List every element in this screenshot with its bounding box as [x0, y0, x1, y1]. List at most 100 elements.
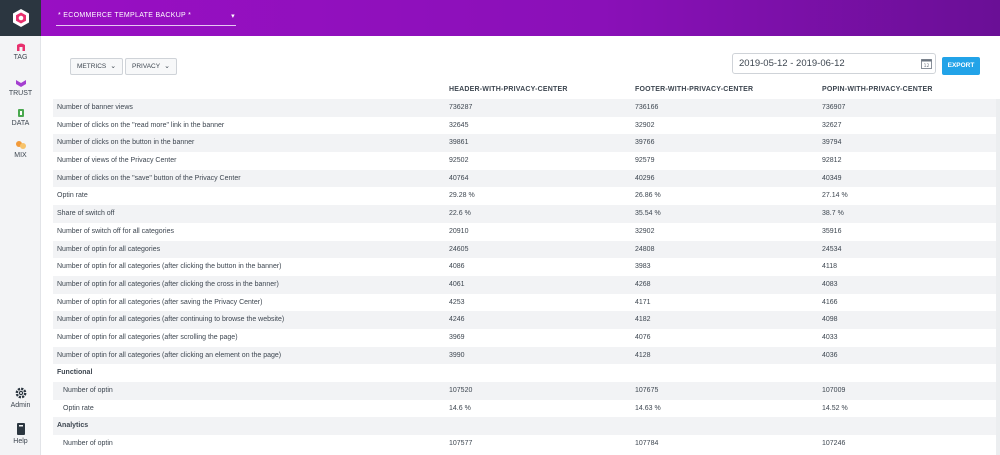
table-cell: 35.54 % — [635, 210, 661, 218]
table-cell: 4128 — [635, 351, 651, 359]
table-cell: 92502 — [449, 157, 469, 165]
table-row: Number of clicks on the "read more" link… — [53, 117, 1000, 135]
sidebar-item-label: Help — [13, 438, 28, 445]
row-label: Number of banner views — [57, 104, 133, 111]
table-cell: 107577 — [449, 440, 473, 448]
chevron-down-icon: ⌄ — [164, 63, 170, 70]
table-cell: 736907 — [822, 104, 846, 111]
sidebar-item-label: DATA — [11, 120, 30, 127]
scrollbar[interactable] — [996, 99, 1000, 455]
sidebar: TAG TRUST DATA MIX Admin Help — [0, 36, 41, 455]
chevron-down-icon: ⌄ — [110, 63, 117, 70]
row-label: Number of optin for all categories (afte… — [57, 316, 285, 324]
privacy-dropdown[interactable]: PRIVACY ⌄ — [125, 58, 177, 75]
table-cell: 32902 — [635, 121, 655, 129]
table-row: Number of views of the Privacy Center 925… — [53, 152, 1000, 170]
sidebar-item-mix[interactable]: MIX — [0, 140, 41, 159]
date-range-picker[interactable]: 2019-05-12 - 2019-06-12 12 — [732, 53, 936, 74]
table-cell: 4086 — [449, 263, 465, 271]
row-label: Number of clicks on the "save" button of… — [57, 174, 241, 182]
table-cell: 32627 — [822, 121, 842, 129]
row-label: Number of optin — [63, 440, 113, 448]
table-row: Number of optin for all categories (afte… — [53, 258, 1000, 276]
table-cell: 14.6 % — [449, 404, 471, 412]
table-cell: 4253 — [449, 298, 465, 306]
table-cell: 40349 — [822, 174, 842, 182]
row-label: Number of clicks on the button in the ba… — [57, 139, 195, 147]
main-content: METRICS ⌄ PRIVACY ⌄ 2019-05-12 - 2019-06-1… — [41, 36, 1000, 455]
book-icon — [16, 423, 25, 435]
metrics-dropdown[interactable]: METRICS ⌄ — [70, 58, 124, 75]
top-bar: * ECOMMERCE TEMPLATE BACKUP * ▾ — [0, 0, 1000, 36]
table-cell: 24808 — [635, 245, 655, 253]
sidebar-item-data[interactable]: DATA — [0, 108, 41, 127]
date-range-value: 2019-05-12 - 2019-06-12 — [739, 58, 845, 69]
table-cell: 26.86 % — [635, 192, 661, 200]
table-cell: 22.6 % — [449, 210, 471, 218]
row-label: Number of optin for all categories (afte… — [57, 280, 279, 288]
section-header-row: Analytics — [53, 417, 1000, 436]
table-cell: 4166 — [822, 298, 838, 306]
table-row: Number of optin for all categories (afte… — [53, 346, 1000, 365]
sidebar-item-trust[interactable]: TRUST — [0, 78, 41, 97]
row-label: Number of optin — [63, 387, 113, 394]
table-header: HEADER-WITH-PRIVACY-CENTER FOOTER-WITH-P… — [53, 81, 1000, 99]
sidebar-item-label: MIX — [14, 152, 27, 159]
sidebar-item-label: TAG — [13, 54, 28, 61]
table-cell: 40764 — [449, 174, 469, 182]
row-label: Number of switch off for all categories — [57, 227, 174, 235]
table-row: Number of optin for all categories (afte… — [53, 294, 1000, 312]
row-label: Functional — [57, 369, 93, 377]
table-cell: 4098 — [822, 316, 838, 324]
gear-icon — [15, 387, 26, 399]
hexagon-logo-icon — [12, 9, 29, 27]
table-cell: 4076 — [635, 333, 651, 341]
table-row: Number of optin 107520 107675 107009 — [53, 382, 1000, 400]
app-logo[interactable] — [0, 0, 41, 36]
calendar-icon[interactable]: 12 — [921, 58, 932, 69]
table-cell: 24605 — [449, 245, 469, 253]
table-cell: 107246 — [822, 440, 846, 448]
column-header[interactable]: FOOTER-WITH-PRIVACY-CENTER — [635, 86, 754, 93]
table-cell: 107520 — [449, 387, 473, 394]
row-label: Number of clicks on the "read more" link… — [57, 121, 225, 129]
table-cell: 92579 — [635, 157, 655, 165]
table-cell: 4268 — [635, 280, 651, 288]
table-cell: 39794 — [822, 139, 842, 147]
column-header[interactable]: POPIN-WITH-PRIVACY-CENTER — [822, 86, 933, 93]
table-row: Number of optin for all categories (afte… — [53, 275, 1000, 294]
metrics-table: Number of banner views 736287 736166 736907… — [53, 99, 1000, 453]
table-cell: 32902 — [635, 227, 655, 235]
table-cell: 107009 — [822, 387, 846, 394]
sidebar-item-label: Admin — [10, 402, 31, 409]
project-selector[interactable]: * ECOMMERCE TEMPLATE BACKUP * ▾ — [56, 10, 236, 26]
table-row: Share of switch off 22.6 % 35.54 % 38.7 % — [53, 205, 1000, 223]
row-label: Number of optin for all categories (afte… — [57, 333, 238, 341]
trust-icon — [15, 80, 26, 87]
data-icon — [17, 109, 24, 117]
column-header[interactable]: HEADER-WITH-PRIVACY-CENTER — [449, 86, 568, 93]
row-label: Number of optin for all categories (afte… — [57, 263, 282, 271]
table-row: Optin rate 29.28 % 26.86 % 27.14 % — [53, 187, 1000, 205]
sidebar-item-admin[interactable]: Admin — [0, 386, 41, 409]
export-button[interactable]: EXPORT — [942, 57, 980, 75]
table-cell: 38.7 % — [822, 210, 844, 218]
sidebar-item-help[interactable]: Help — [0, 422, 41, 445]
table-cell: 4036 — [822, 351, 838, 359]
row-label: Number of optin for all categories (afte… — [57, 351, 282, 359]
table-cell: 4118 — [822, 263, 838, 271]
privacy-label: PRIVACY — [132, 63, 161, 70]
project-name: * ECOMMERCE TEMPLATE BACKUP * — [58, 12, 192, 19]
table-cell: 4246 — [449, 316, 465, 324]
section-header-row: Functional — [53, 364, 1000, 382]
table-cell: 14.52 % — [822, 404, 848, 412]
row-label: Number of views of the Privacy Center — [57, 157, 177, 165]
chevron-down-icon: ▾ — [231, 13, 235, 20]
table-cell: 32645 — [449, 121, 469, 129]
row-label: Analytics — [57, 422, 89, 430]
metrics-label: METRICS — [77, 63, 107, 70]
table-row: Number of banner views 736287 736166 736907 — [53, 99, 1000, 117]
table-cell: 27.14 % — [822, 192, 848, 200]
table-cell: 107675 — [635, 387, 659, 394]
sidebar-item-tag[interactable]: TAG — [0, 42, 41, 61]
